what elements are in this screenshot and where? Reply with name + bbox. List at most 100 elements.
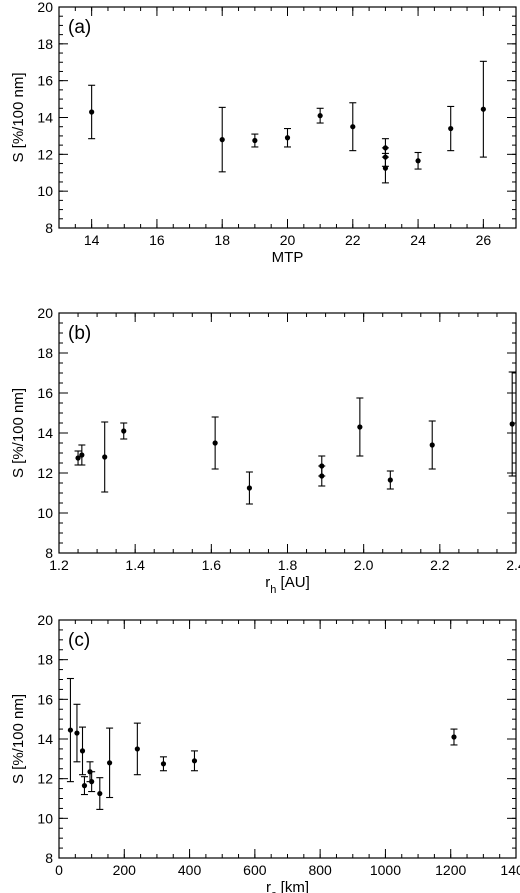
y-tick-label: 20 [37,305,53,321]
data-marker [106,760,113,766]
y-axis-label: S [%/100 nm] [10,388,27,478]
data-point [66,677,74,783]
data-marker [102,454,108,460]
x-tick-label: 2.2 [430,557,450,573]
data-marker [350,124,356,130]
x-tick-label: 1000 [370,862,401,878]
y-tick-label: 16 [37,691,53,707]
data-point [159,756,167,772]
y-tick-label: 18 [37,36,53,52]
y-tick-label: 20 [37,0,53,15]
y-tick-label: 10 [37,183,53,199]
data-marker [89,109,95,115]
data-point [245,471,253,505]
data-point [316,107,324,124]
x-tick-label: 1.4 [125,557,145,573]
x-tick-label: 26 [476,232,492,248]
data-marker [448,125,454,132]
data-point [74,450,82,466]
y-tick-label: 8 [45,220,53,236]
y-tick-label: 18 [37,652,53,668]
plot-frame [58,312,517,554]
data-marker [191,758,198,764]
data-point [447,105,455,152]
data-point [284,128,291,148]
y-tick-label: 14 [37,110,53,126]
data-marker [219,137,225,143]
x-tick-label: 18 [214,232,230,248]
data-point [88,84,96,140]
y-tick-label: 12 [37,465,53,481]
data-marker [319,473,325,479]
data-marker [134,746,140,752]
data-point [133,722,141,776]
x-tick-label: 600 [243,862,267,878]
data-point [120,422,128,440]
plot-frame [58,619,517,859]
y-tick-label: 8 [45,545,53,561]
data-marker [67,727,74,733]
data-marker [317,113,323,119]
chart-panel: 0 200 400 600 800 1000 1200 1400 8 10 12 14 16 18 20 rc… [10,612,520,893]
data-marker [121,428,127,434]
data-point [106,727,114,799]
y-tick-label: 14 [37,731,53,747]
data-point [73,703,81,763]
data-point [414,151,422,170]
data-marker [451,734,457,740]
y-tick-label: 18 [37,345,53,361]
x-tick-label: 24 [410,232,426,248]
x-axis-label: rc [km] [266,879,309,893]
data-point [79,726,87,776]
data-point [211,416,219,470]
y-axis-label: S [%/100 nm] [10,694,27,784]
x-tick-label: 800 [308,862,332,878]
y-tick-label: 12 [37,146,53,162]
data-point [381,152,389,184]
y-tick-label: 20 [37,612,53,628]
data-marker [509,421,515,427]
data-point [96,777,104,810]
panel-label: (a) [68,17,91,38]
data-point [80,776,88,796]
data-marker [160,761,167,767]
x-tick-label: 400 [178,862,202,878]
data-marker [74,730,80,736]
data-point [508,371,516,477]
data-point [88,771,96,793]
data-point [349,102,357,152]
data-marker [97,790,103,797]
data-point [318,465,326,487]
x-tick-label: 1.8 [278,557,298,573]
x-tick-label: 14 [84,232,100,248]
chart-panel: 1.2 1.4 1.6 1.8 2.0 2.2 2.4 8 10 12 14 16 18 20 rh [AU… [10,305,520,596]
x-tick-label: 2.4 [506,557,520,573]
data-marker [246,485,253,491]
x-axis-label: MTP [272,249,304,266]
data-marker [81,783,88,789]
x-tick-label: 22 [345,232,361,248]
y-axis-label: S [%/100 nm] [10,72,27,162]
data-marker [480,106,486,112]
y-tick-label: 16 [37,385,53,401]
data-marker [284,135,291,141]
data-marker [212,440,218,446]
data-point [479,60,487,158]
y-tick-label: 16 [37,73,53,89]
x-tick-label: 200 [113,862,137,878]
data-marker [75,455,81,461]
data-point [190,750,198,772]
y-tick-label: 14 [37,425,53,441]
x-tick-label: 20 [280,232,296,248]
x-tick-label: 1200 [435,862,466,878]
y-tick-label: 8 [45,850,53,866]
x-axis-label: rh [AU] [265,574,309,596]
panel-label: (b) [68,323,91,344]
y-tick-label: 10 [37,810,53,826]
data-marker [415,158,421,164]
x-tick-label: 1400 [500,862,520,878]
data-marker [79,452,85,458]
data-marker [79,748,86,754]
